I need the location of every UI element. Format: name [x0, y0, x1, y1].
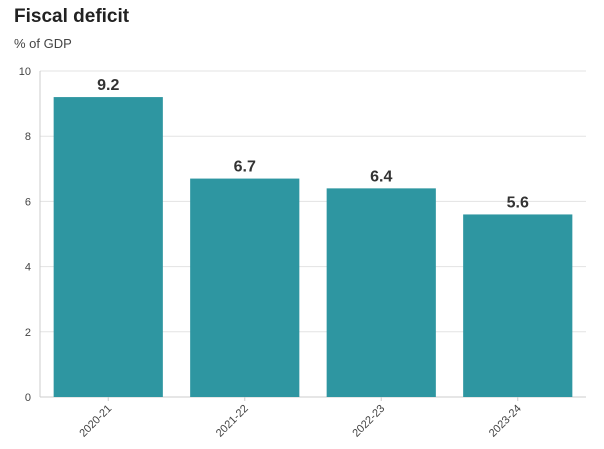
x-tick-label: 2020-21	[77, 403, 114, 440]
data-label-2021-22: 6.7	[234, 159, 256, 176]
data-label-2023-24: 5.6	[507, 194, 529, 211]
y-tick-label: 6	[25, 196, 31, 208]
data-label-2020-21: 9.2	[97, 77, 119, 94]
y-tick-label: 10	[19, 66, 31, 78]
x-tick-label: 2021-22	[214, 403, 251, 440]
y-tick-label: 0	[25, 392, 31, 404]
bar-2023-24	[463, 214, 573, 397]
chart-title: Fiscal deficit	[14, 6, 130, 27]
bar-2021-22	[190, 178, 300, 397]
chart-subtitle: % of GDP	[14, 36, 72, 51]
y-tick-label: 2	[25, 327, 31, 339]
data-label-2022-23: 6.4	[370, 168, 392, 185]
y-tick-label: 8	[25, 131, 31, 143]
bar-2020-21	[53, 97, 163, 397]
bars	[53, 97, 573, 397]
x-tick-label: 2023-24	[487, 403, 524, 440]
bar-2022-23	[326, 188, 436, 397]
x-tick-label: 2022-23	[350, 403, 387, 440]
y-tick-label: 4	[25, 262, 31, 274]
